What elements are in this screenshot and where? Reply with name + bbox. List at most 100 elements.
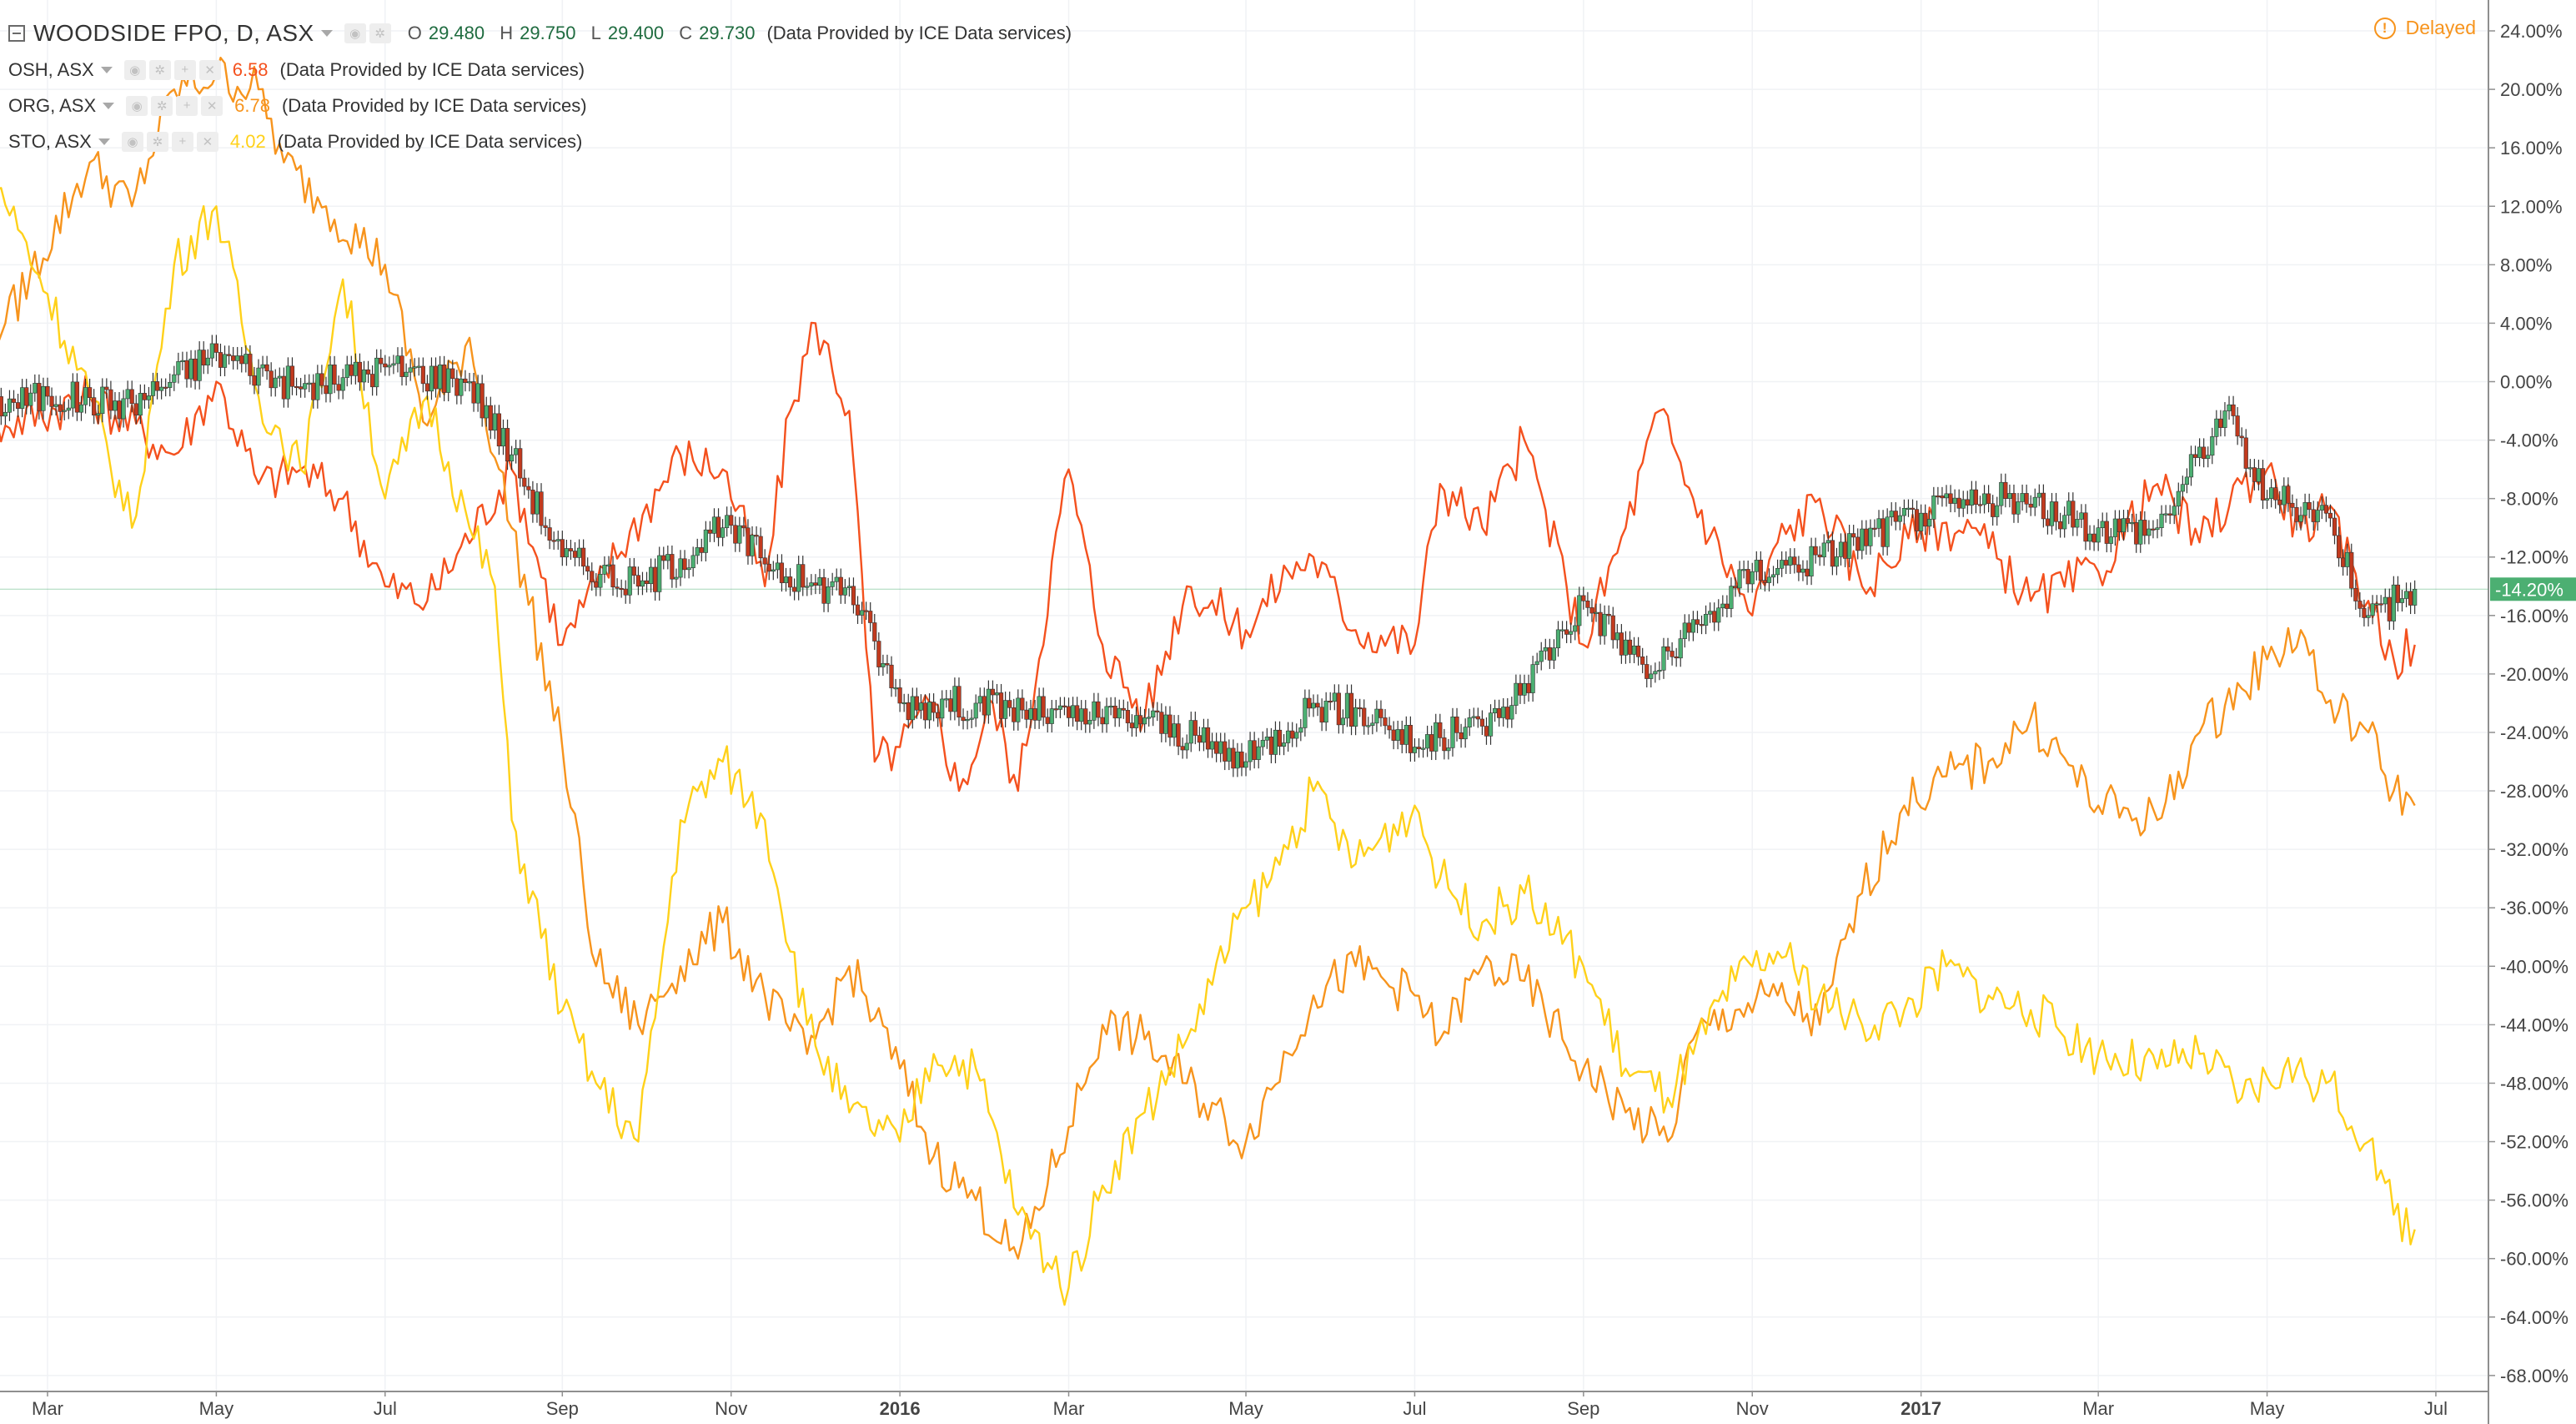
candle <box>45 377 50 405</box>
candle <box>467 372 472 392</box>
close-icon[interactable]: ✕ <box>196 131 218 152</box>
chevron-down-icon[interactable] <box>103 102 115 109</box>
time-tick-label: Mar <box>2082 1398 2114 1419</box>
candle-body <box>1699 624 1705 626</box>
candle-body <box>2028 503 2033 508</box>
candle <box>1969 481 1974 515</box>
candle <box>1142 708 1147 733</box>
candle-body <box>644 580 650 585</box>
candle-body <box>1020 697 1025 711</box>
candle <box>1712 602 1717 631</box>
chevron-down-icon[interactable] <box>98 138 110 145</box>
candle <box>1910 499 1916 519</box>
candle-body <box>885 663 890 666</box>
candle <box>1117 699 1122 727</box>
candle <box>518 440 523 487</box>
close-icon[interactable]: ✕ <box>198 59 221 80</box>
candle-body <box>2294 507 2299 522</box>
eye-icon[interactable]: ◉ <box>126 95 148 116</box>
time-tick-label: 2016 <box>880 1398 921 1419</box>
candle-body <box>1526 682 1531 693</box>
candle-body <box>2036 492 2041 498</box>
candle-body <box>2277 499 2282 506</box>
eye-icon[interactable]: ◉ <box>123 59 146 80</box>
comparison-symbol[interactable]: OSH, ASX <box>8 58 94 80</box>
candle <box>530 481 535 523</box>
low-value: 29.400 <box>607 23 665 43</box>
candle-body <box>218 352 223 368</box>
candle <box>581 539 586 576</box>
chevron-down-icon[interactable] <box>320 30 333 37</box>
collapse-legend-icon[interactable] <box>8 25 25 42</box>
candle-body <box>1155 710 1160 712</box>
candle-body <box>2117 518 2122 533</box>
candle <box>1087 711 1092 733</box>
comparison-symbol[interactable]: STO, ASX <box>8 130 92 152</box>
plus-icon[interactable]: + <box>173 59 196 80</box>
candle <box>602 556 607 583</box>
candle-body <box>2108 536 2113 544</box>
candle <box>889 656 894 697</box>
candle-body <box>1028 708 1033 720</box>
candle <box>801 556 806 596</box>
candle-body <box>855 604 861 616</box>
candle-body <box>838 576 843 596</box>
gear-icon[interactable]: ✲ <box>148 59 171 80</box>
candle-body <box>1277 729 1283 747</box>
candle-body <box>2049 501 2055 526</box>
candle-body <box>1555 629 1561 649</box>
candle-body <box>1893 511 1898 522</box>
candle-body <box>58 404 63 412</box>
candle <box>775 554 780 579</box>
candle <box>1227 739 1232 771</box>
delayed-indicator[interactable]: ! Delayed <box>2373 17 2476 39</box>
candle-body <box>1670 651 1675 657</box>
eye-icon[interactable]: ◉ <box>121 131 143 152</box>
gear-icon[interactable]: ✲ <box>369 23 391 43</box>
comparison-symbol[interactable]: ORG, ASX <box>8 94 97 116</box>
candle <box>931 693 936 722</box>
candle <box>741 516 746 537</box>
candle-body <box>509 454 515 462</box>
candle <box>53 395 58 415</box>
candle-body <box>2252 467 2257 482</box>
candle-body <box>931 702 936 713</box>
plus-icon[interactable]: + <box>176 95 198 116</box>
candle-body <box>2341 557 2346 567</box>
candle-body <box>973 702 978 719</box>
candle <box>1661 637 1666 679</box>
candle-body <box>391 363 396 366</box>
candle <box>1176 715 1181 756</box>
candle <box>336 375 341 400</box>
candle <box>813 574 818 595</box>
candle <box>399 347 404 386</box>
candle-body <box>826 586 831 604</box>
candle-body <box>1999 481 2004 506</box>
candle-body <box>1686 622 1691 633</box>
candle <box>1471 707 1476 727</box>
candle <box>2378 595 2383 613</box>
candle-body <box>1475 716 1480 720</box>
gear-icon[interactable]: ✲ <box>151 95 173 116</box>
time-tick-label: Sep <box>1567 1398 1599 1419</box>
candle <box>1374 700 1379 732</box>
close-icon[interactable]: ✕ <box>201 95 223 116</box>
candle-body <box>982 696 987 716</box>
chevron-down-icon[interactable] <box>100 66 113 73</box>
candle <box>168 373 173 397</box>
plus-icon[interactable]: + <box>171 131 193 152</box>
main-symbol-title[interactable]: WOODSIDE FPO, D, ASX <box>33 20 314 46</box>
candle <box>2231 395 2236 425</box>
candle <box>1906 499 1911 517</box>
candle <box>150 372 156 405</box>
candle-body <box>361 369 367 383</box>
candle <box>1505 697 1510 728</box>
candle-body <box>805 586 810 588</box>
candle-body <box>1484 726 1489 737</box>
eye-icon[interactable]: ◉ <box>344 23 366 43</box>
candle-body <box>1653 671 1658 675</box>
candle-body <box>813 582 818 586</box>
candle-body <box>690 555 695 569</box>
gear-icon[interactable]: ✲ <box>146 131 168 152</box>
